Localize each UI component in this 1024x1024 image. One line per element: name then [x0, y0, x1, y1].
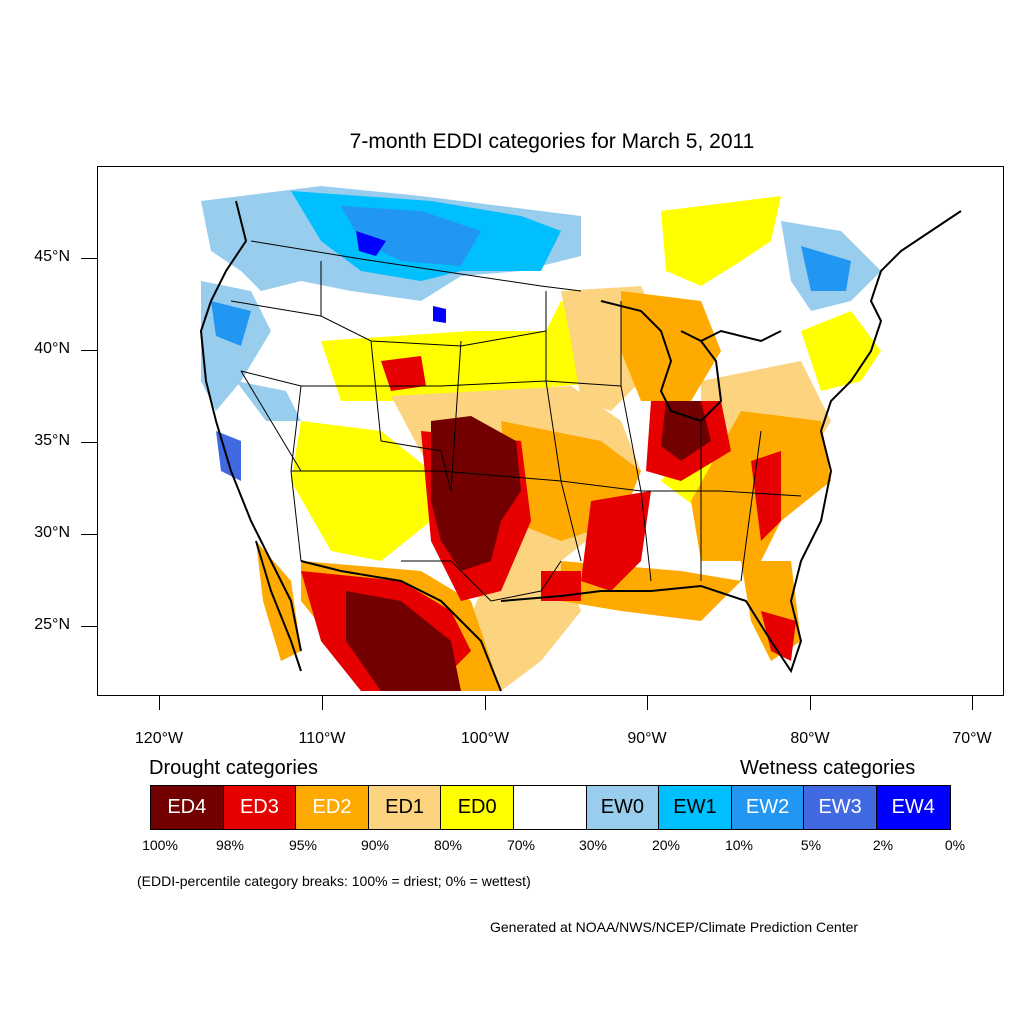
lon-label-90: 90°W	[627, 730, 667, 747]
lon-label-80: 80°W	[790, 730, 830, 747]
break-label: 5%	[800, 837, 822, 853]
lon-label-100: 100°W	[460, 730, 510, 747]
lon-tick	[810, 696, 811, 710]
map-title: 7-month EDDI categories for March 5, 201…	[349, 130, 755, 153]
lat-tick	[81, 534, 97, 535]
wet-areas	[201, 186, 881, 481]
break-label: 100%	[142, 837, 178, 853]
lat-tick	[81, 442, 97, 443]
boundaries	[230, 240, 802, 602]
legend-ed1: ED1	[368, 786, 442, 829]
lon-tick	[972, 696, 973, 710]
break-label: 2%	[872, 837, 894, 853]
lon-label-70: 70°W	[952, 730, 992, 747]
legend-ed4: ED4	[151, 786, 224, 829]
lat-tick	[81, 350, 97, 351]
break-label: 10%	[724, 837, 754, 853]
break-label: 90%	[360, 837, 390, 853]
drought-heading: Drought categories	[149, 757, 318, 779]
legend-ew4: EW4	[876, 786, 950, 829]
legend-ed3: ED3	[223, 786, 297, 829]
lat-label-30: 30°N	[34, 524, 70, 541]
break-label: 95%	[288, 837, 318, 853]
legend-normal	[513, 786, 587, 829]
lat-label-40: 40°N	[34, 340, 70, 357]
lon-tick	[485, 696, 486, 710]
lat-label-25: 25°N	[34, 616, 70, 633]
lon-tick	[647, 696, 648, 710]
break-label: 20%	[651, 837, 681, 853]
credit-line: Generated at NOAA/NWS/NCEP/Climate Predi…	[490, 919, 859, 935]
legend-ew0: EW0	[586, 786, 660, 829]
lat-label-35: 35°N	[34, 432, 70, 449]
legend-ew2: EW2	[731, 786, 805, 829]
legend-ew1: EW1	[659, 786, 732, 829]
lon-label-110: 110°W	[298, 730, 346, 747]
wetness-heading: Wetness categories	[740, 757, 916, 779]
lon-tick	[322, 696, 323, 710]
lat-tick	[81, 626, 97, 627]
legend-ed0: ED0	[441, 786, 514, 829]
break-label: 70%	[506, 837, 536, 853]
break-label: 0%	[944, 837, 966, 853]
lat-tick	[81, 258, 97, 259]
break-label: 98%	[215, 837, 245, 853]
eddi-map	[199, 186, 962, 692]
footnote: (EDDI-percentile category breaks: 100% =…	[137, 873, 531, 889]
coastlines	[199, 200, 962, 692]
break-label: 30%	[578, 837, 608, 853]
lat-label-45: 45°N	[34, 248, 70, 265]
break-label: 80%	[433, 837, 463, 853]
category-legend: ED4 ED3 ED2 ED1 ED0 EW0 EW1 EW2 EW3 EW4	[150, 785, 951, 830]
lon-label-120: 120°W	[134, 730, 184, 747]
map-panel	[97, 166, 1004, 696]
lon-tick	[159, 696, 160, 710]
legend-ed2: ED2	[296, 786, 369, 829]
legend-ew3: EW3	[804, 786, 877, 829]
